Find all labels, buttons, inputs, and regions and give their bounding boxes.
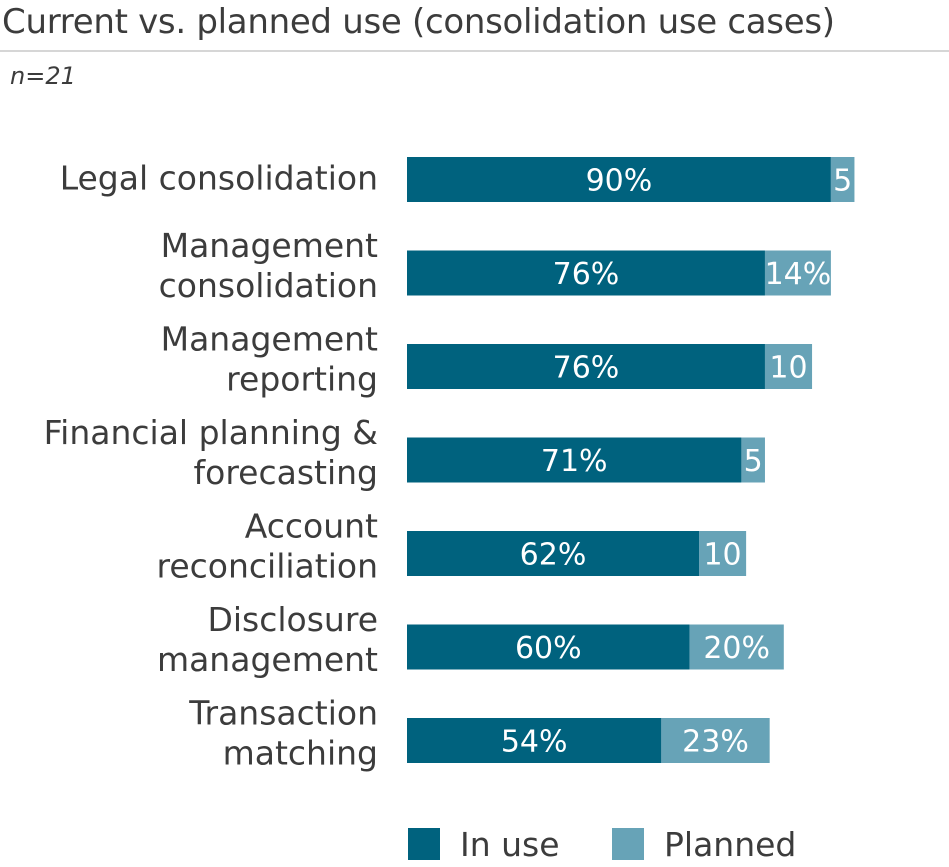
- category-label-line: Management: [161, 226, 378, 265]
- category-label: Financial planning & forecasting: [44, 413, 378, 492]
- bar-planned: [830, 157, 855, 202]
- bar-planned: [661, 718, 770, 763]
- category-label-line: Account: [245, 507, 378, 546]
- category-label-line: reconciliation: [157, 547, 378, 586]
- value-label-in-use: 60%: [515, 631, 582, 666]
- bar-in-use: [407, 437, 742, 483]
- title-divider: [0, 50, 949, 52]
- category-label-line: Financial planning &: [44, 413, 378, 452]
- value-label-in-use: 90%: [586, 164, 653, 199]
- value-label-planned: 14%: [765, 257, 832, 292]
- category-label-line: Management: [161, 320, 378, 359]
- value-label-planned: 20%: [703, 631, 770, 666]
- bar-in-use: [407, 718, 662, 763]
- value-label-planned: 23%: [682, 725, 749, 760]
- category-label-line: reporting: [226, 360, 378, 399]
- value-label-in-use: 62%: [520, 538, 587, 573]
- category-label-line: management: [157, 640, 378, 679]
- category-label: Management consolidation: [159, 226, 378, 305]
- value-label-planned: 5: [833, 164, 852, 199]
- category-label: Account reconciliation: [157, 507, 379, 586]
- category-label-line: Disclosure: [207, 600, 378, 639]
- value-label-planned: 10: [769, 351, 807, 386]
- bar-in-use: [407, 250, 765, 296]
- bar-in-use: [407, 624, 690, 670]
- bar-in-use: [407, 157, 831, 202]
- legend-label: In use: [460, 825, 560, 864]
- category-label: Transaction matching: [188, 694, 378, 773]
- legend-swatch: [408, 828, 440, 860]
- category-label: Disclosure management: [157, 600, 378, 679]
- category-label-line: forecasting: [194, 453, 378, 492]
- legend-swatch: [612, 828, 644, 860]
- value-label-in-use: 71%: [541, 444, 608, 479]
- category-label-line: Transaction: [188, 694, 378, 733]
- category-label: Management reporting: [161, 320, 378, 399]
- category-label-line: matching: [223, 734, 378, 773]
- bar-in-use: [407, 344, 765, 389]
- bar-planned: [764, 250, 831, 296]
- value-label-in-use: 54%: [501, 725, 568, 760]
- bar-planned: [764, 344, 813, 389]
- value-label-in-use: 76%: [553, 351, 620, 386]
- category-label: Legal consolidation: [60, 159, 378, 198]
- bar-planned: [741, 437, 765, 483]
- sample-size-note: n=21: [10, 62, 76, 90]
- chart-title: Current vs. planned use (consolidation u…: [2, 2, 835, 42]
- legend-label: Planned: [664, 825, 796, 864]
- bar-in-use: [407, 531, 700, 576]
- value-label-planned: 5: [744, 444, 763, 479]
- value-label-planned: 10: [703, 538, 741, 573]
- category-label-line: consolidation: [159, 266, 378, 305]
- bar-planned: [689, 624, 784, 670]
- bar-planned: [699, 531, 747, 576]
- value-label-in-use: 76%: [553, 257, 620, 292]
- category-label-line: Legal consolidation: [60, 159, 378, 198]
